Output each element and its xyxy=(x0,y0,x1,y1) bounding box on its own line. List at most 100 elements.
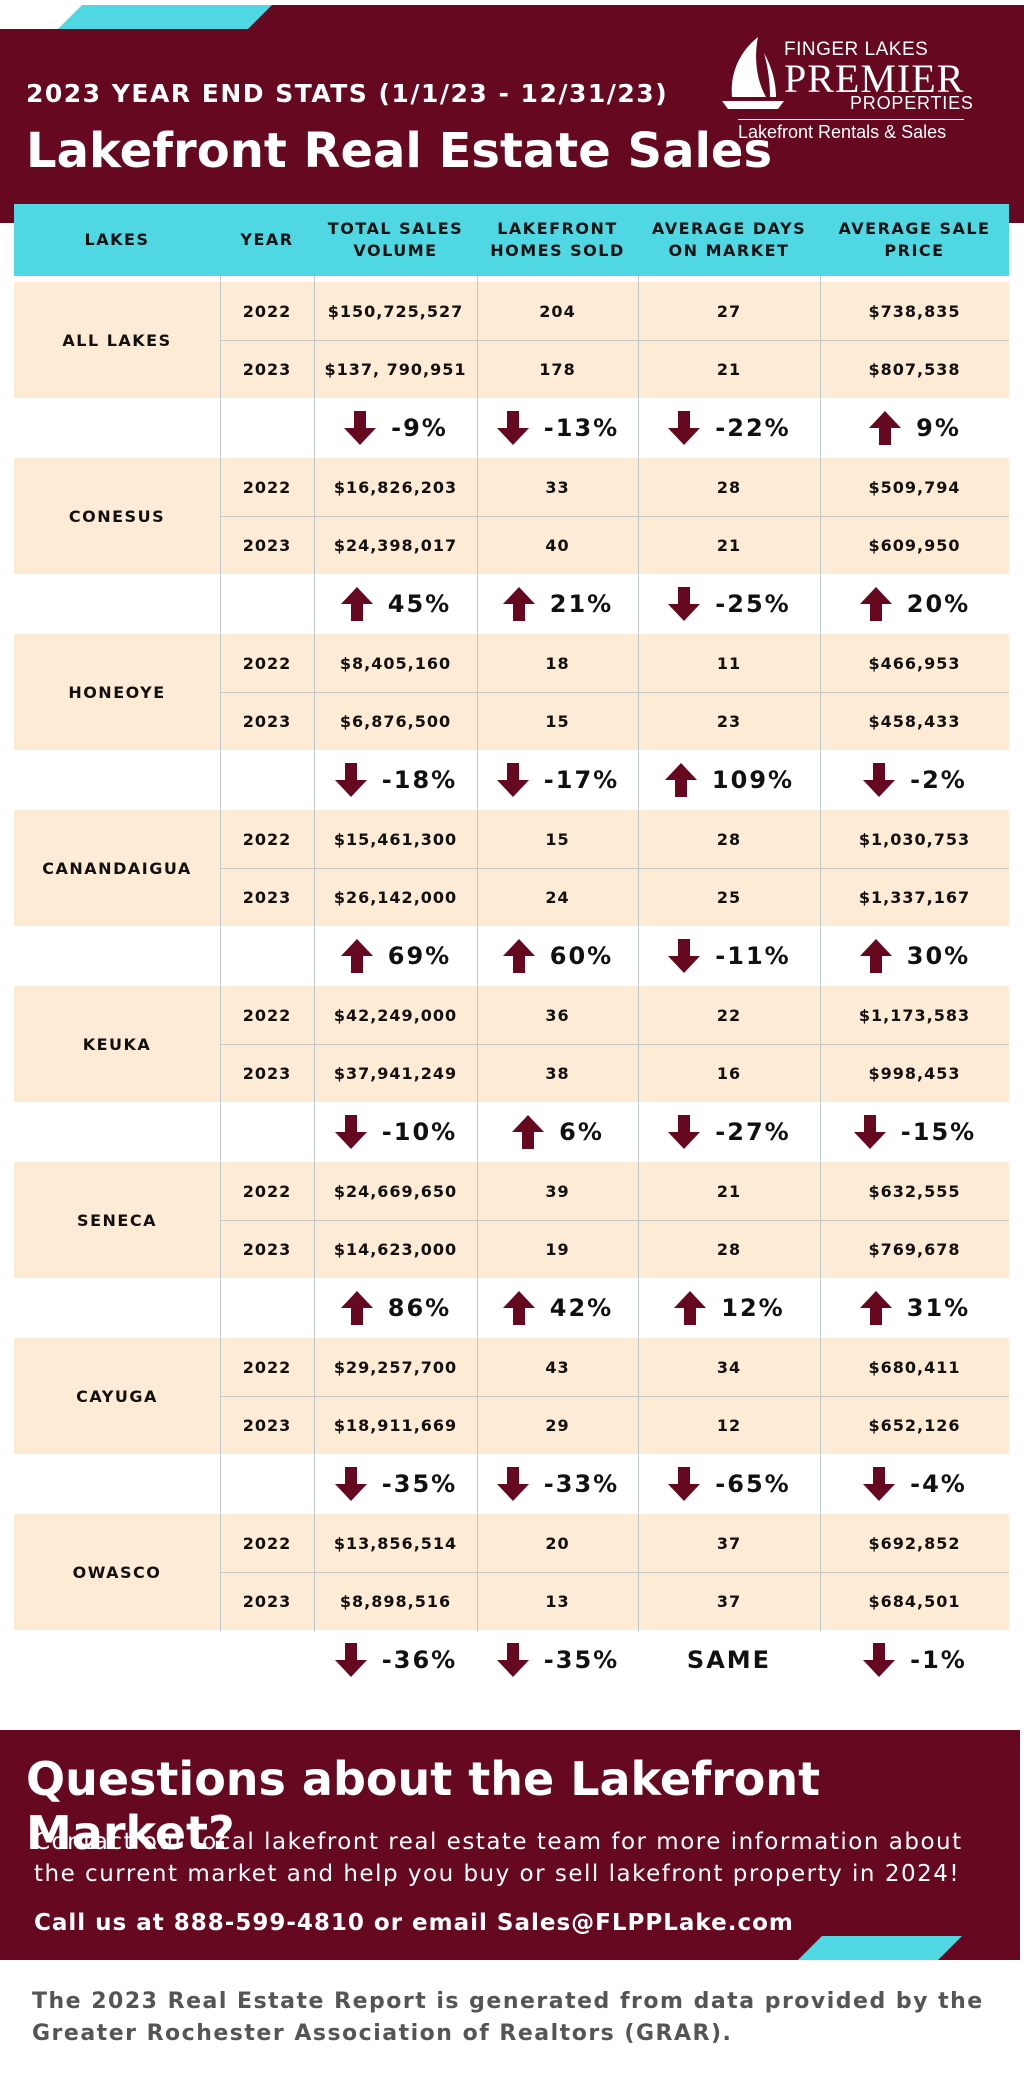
change-value: 9% xyxy=(916,414,961,442)
arrow-up-icon xyxy=(859,938,893,974)
change-days-on-market: -11% xyxy=(638,926,820,986)
table-cell-total-sales-volume: $14,623,000 xyxy=(333,1239,458,1259)
change-value: -18% xyxy=(381,766,458,794)
change-homes-sold: -17% xyxy=(477,750,638,810)
table-cell-avg-sale-price: $632,555 xyxy=(868,1181,961,1201)
change-days-on-market: -65% xyxy=(638,1454,820,1514)
arrow-up-icon xyxy=(673,1290,707,1326)
arrow-down-icon xyxy=(667,586,701,622)
change-days-on-market: -27% xyxy=(638,1102,820,1162)
arrow-down-icon xyxy=(496,1466,530,1502)
table-cell-avg-sale-price: $998,453 xyxy=(868,1063,961,1083)
change-total-sales-volume: -35% xyxy=(314,1454,477,1514)
change-value: 20% xyxy=(906,590,971,618)
change-value: 12% xyxy=(721,1294,785,1322)
cta-accent-stripe xyxy=(798,1936,962,1960)
table-cell-homes-sold: 39 xyxy=(545,1181,570,1201)
change-value: -25% xyxy=(715,590,791,618)
table-cell-avg-sale-price: $509,794 xyxy=(868,477,961,497)
change-value: 30% xyxy=(906,942,971,970)
table-cell-avg-sale-price: $1,173,583 xyxy=(858,1005,971,1025)
table-cell-days-on-market: 28 xyxy=(716,477,742,497)
row-divider xyxy=(220,1396,1009,1397)
change-total-sales-volume: 86% xyxy=(314,1278,477,1338)
table-cell-homes-sold: 15 xyxy=(545,829,570,849)
table-cell-avg-sale-price: $769,678 xyxy=(868,1239,961,1259)
table-cell-days-on-market: 22 xyxy=(716,1005,742,1025)
table-cell-total-sales-volume: $24,398,017 xyxy=(333,535,458,555)
table-cell-year: 2022 xyxy=(242,477,292,497)
change-homes-sold: 60% xyxy=(477,926,638,986)
change-value: -11% xyxy=(715,942,791,970)
column-divider xyxy=(314,276,315,1632)
lake-name: HONEOYE xyxy=(68,682,166,702)
table-header: LAKES YEAR TOTAL SALES VOLUME LAKEFRONT HOM… xyxy=(14,204,1009,276)
table-cell-days-on-market: 21 xyxy=(716,535,742,555)
table-cell-avg-sale-price: $692,852 xyxy=(868,1533,961,1553)
table-cell-year: 2023 xyxy=(242,711,292,731)
change-value: -10% xyxy=(381,1118,458,1146)
table-cell-homes-sold: 38 xyxy=(545,1063,570,1083)
table-cell-days-on-market: 28 xyxy=(716,829,742,849)
company-logo: FINGER LAKES PREMIER PROPERTIES Lakefron… xyxy=(718,35,988,145)
change-value: -9% xyxy=(391,414,448,442)
arrow-up-icon xyxy=(340,586,374,622)
change-days-on-market: -22% xyxy=(638,398,820,458)
table-cell-avg-sale-price: $466,953 xyxy=(868,653,961,673)
table-cell-total-sales-volume: $26,142,000 xyxy=(333,887,458,907)
change-avg-sale-price: 20% xyxy=(820,574,1009,634)
arrow-down-icon xyxy=(862,1642,896,1678)
cta-title: Questions about the Lakefront Market? xyxy=(26,1752,821,1860)
table-cell-total-sales-volume: $42,249,000 xyxy=(333,1005,458,1025)
column-divider xyxy=(820,276,821,1632)
table-cell-year: 2022 xyxy=(242,1181,292,1201)
change-total-sales-volume: -10% xyxy=(314,1102,477,1162)
arrow-down-icon xyxy=(667,938,701,974)
arrow-down-icon xyxy=(334,1466,368,1502)
change-value: -33% xyxy=(543,1470,620,1498)
row-divider xyxy=(220,340,1009,341)
change-avg-sale-price: -2% xyxy=(820,750,1009,810)
change-value: -65% xyxy=(715,1470,791,1498)
change-value: 42% xyxy=(549,1294,614,1322)
lake-name: CONESUS xyxy=(68,506,166,526)
table-cell-avg-sale-price: $652,126 xyxy=(868,1415,961,1435)
contact-line[interactable]: Call us at 888-599-4810 or email Sales@F… xyxy=(34,1910,794,1936)
row-divider xyxy=(220,516,1009,517)
change-days-on-market: -25% xyxy=(638,574,820,634)
change-homes-sold: 42% xyxy=(477,1278,638,1338)
logo-line-1: FINGER LAKES xyxy=(784,39,929,60)
table-cell-total-sales-volume: $8,898,516 xyxy=(339,1591,452,1611)
row-divider xyxy=(220,1044,1009,1045)
arrow-down-icon xyxy=(496,762,530,798)
arrow-up-icon xyxy=(868,410,902,446)
lake-name: ALL LAKES xyxy=(62,330,172,350)
table-cell-homes-sold: 24 xyxy=(545,887,570,907)
logo-line-2: PREMIER xyxy=(784,56,965,101)
logo-line-3: PROPERTIES xyxy=(850,93,974,113)
change-value: -13% xyxy=(543,414,620,442)
table-cell-avg-sale-price: $1,337,167 xyxy=(858,887,971,907)
change-total-sales-volume: -9% xyxy=(314,398,477,458)
arrow-up-icon xyxy=(664,762,698,798)
table-cell-total-sales-volume: $137, 790,951 xyxy=(324,359,467,379)
table-cell-days-on-market: 25 xyxy=(716,887,742,907)
sailboat-icon xyxy=(722,37,784,109)
change-days-on-market: SAME xyxy=(638,1630,820,1690)
change-value: 86% xyxy=(387,1294,452,1322)
table-cell-days-on-market: 37 xyxy=(716,1591,742,1611)
table-cell-year: 2023 xyxy=(242,535,292,555)
change-value: -35% xyxy=(543,1646,620,1674)
header-col-total-sales-volume: TOTAL SALES VOLUME xyxy=(327,219,464,260)
change-value: -4% xyxy=(910,1470,967,1498)
header-col-days-on-market: AVERAGE DAYS ON MARKET xyxy=(651,219,807,260)
report-subtitle: 2023 YEAR END STATS (1/1/23 - 12/31/23) xyxy=(26,79,669,108)
page-title: Lakefront Real Estate Sales xyxy=(26,123,773,179)
arrow-up-icon xyxy=(859,586,893,622)
lake-name: OWASCO xyxy=(72,1562,162,1582)
table-cell-total-sales-volume: $150,725,527 xyxy=(327,301,464,321)
change-value: -22% xyxy=(715,414,791,442)
arrow-up-icon xyxy=(502,1290,536,1326)
table-cell-year: 2022 xyxy=(242,1357,292,1377)
row-divider xyxy=(220,1572,1009,1573)
